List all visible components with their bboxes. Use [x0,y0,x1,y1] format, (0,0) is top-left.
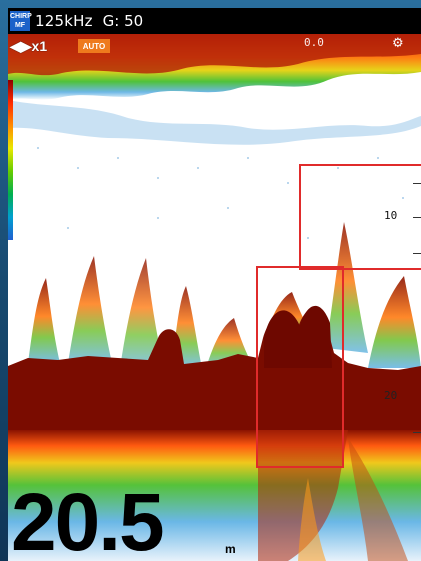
depth-tick-10: 10 [384,209,398,222]
zoom-control[interactable]: ◀▶x1 [10,38,47,55]
frequency-label: 125kHz [35,12,93,30]
depth-tick-line [413,183,421,184]
sonar-echo-display [8,34,421,561]
status-bar: CHIRP MF 125kHz G: 50 [8,8,421,34]
gain-color-bar [8,80,13,240]
depth-readout: 20.5 [11,477,165,561]
depth-tick-line [413,432,421,433]
highlight-box-lower [256,266,344,468]
mode-badge-line1: CHIRP [10,13,32,20]
range-indicator: 0.0 [304,36,324,49]
depth-tick-line [413,253,421,254]
depth-unit: m [225,542,236,556]
zoom-arrows-icon: ◀▶ [10,38,32,54]
mode-badge-line2: MF [14,22,26,29]
chirp-mode-badge[interactable]: CHIRP MF [10,11,32,31]
settings-icon[interactable]: ⚙ [392,36,404,51]
auto-gain-button[interactable]: AUTO [78,39,110,53]
gain-label: G: 50 [102,12,144,30]
zoom-level: x1 [31,38,48,54]
depth-tick-20: 20 [384,389,398,402]
highlight-box-upper [299,164,421,270]
sonar-screen: CHIRP MF 125kHz G: 50 ◀▶x1 AUTO 0.0 ⚙ 10… [8,8,421,561]
depth-tick-line [413,217,421,218]
